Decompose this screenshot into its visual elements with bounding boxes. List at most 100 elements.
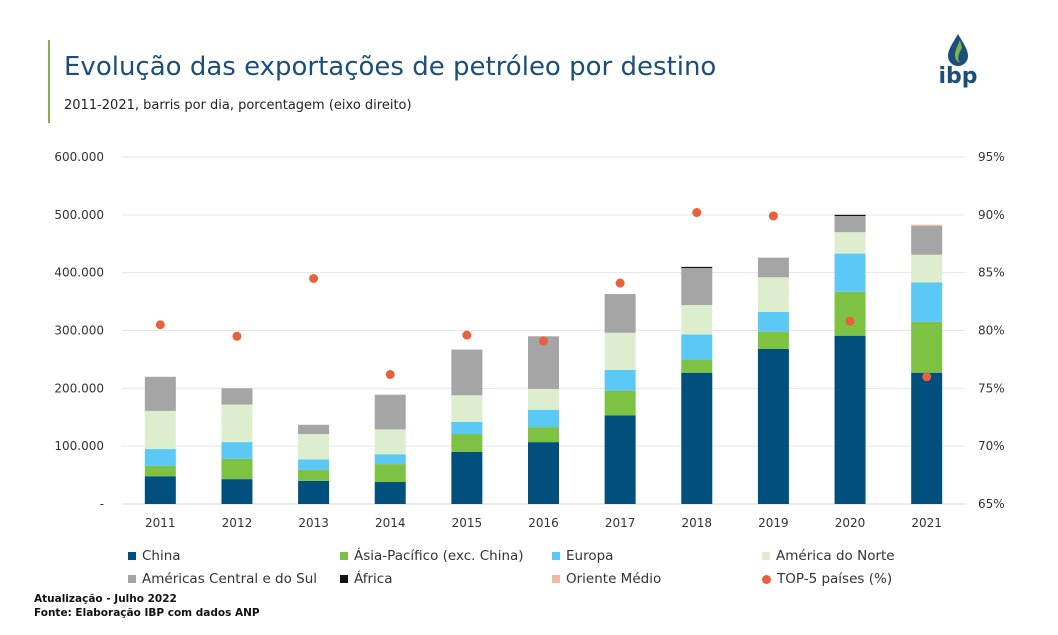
line-point [768, 211, 778, 221]
x-tick-label: 2021 [911, 516, 942, 530]
bar-segment [221, 388, 253, 405]
y2-tick-label: 85% [978, 266, 1005, 280]
y-tick-label: - [100, 497, 104, 511]
y2-tick-label: 90% [978, 208, 1005, 222]
bar-segment [757, 349, 789, 504]
bar-segment [681, 266, 713, 269]
bar-segment [451, 395, 483, 422]
bar-segment [911, 224, 943, 226]
line-point [309, 273, 319, 283]
bar-segment [604, 294, 636, 333]
bar-segment [834, 253, 866, 292]
legend-label: Américas Central e do Sul [142, 571, 318, 587]
bar-segment [298, 434, 330, 460]
y-tick-label: 300.000 [54, 324, 104, 338]
bar-segment [911, 321, 943, 373]
line-point [692, 208, 702, 218]
page-subtitle: 2011-2021, barris por dia, porcentagem (… [64, 98, 412, 113]
bar-segment [528, 409, 559, 428]
legend-swatch [128, 575, 136, 583]
bar-segment [451, 451, 483, 504]
bar-segment [911, 254, 943, 283]
legend-item: América do Norte [762, 548, 895, 564]
legend-swatch [552, 575, 560, 583]
y-tick-label: 200.000 [54, 381, 104, 395]
bar-segment [144, 465, 176, 477]
bar-series [144, 214, 943, 504]
bar-segment [221, 479, 253, 504]
y-tick-label: 400.000 [54, 266, 104, 280]
bar-segment [681, 268, 713, 306]
logo-text: ibp [938, 64, 978, 89]
footer-source: Fonte: Elaboração IBP com dados ANP [34, 607, 260, 619]
y-tick-label: 500.000 [54, 208, 104, 222]
line-point [155, 320, 165, 330]
legend-label: China [142, 548, 181, 564]
bar-segment [451, 349, 483, 396]
x-tick-label: 2011 [145, 516, 176, 530]
legend-item: Europa [552, 548, 613, 564]
bar-segment [144, 376, 176, 411]
bar-segment [834, 214, 866, 216]
legend-label: Oriente Médio [566, 571, 662, 587]
bar-segment [757, 331, 789, 350]
bar-segment [911, 372, 943, 504]
bar-segment [221, 442, 253, 459]
legend-label: Ásia-Pacífico (exc. China) [354, 548, 524, 564]
bar-segment [757, 257, 789, 278]
legend-item: TOP-5 países (%) [762, 571, 892, 587]
legend-swatch [128, 552, 136, 560]
legend-label: África [354, 571, 393, 587]
bar-segment [911, 225, 943, 255]
bar-segment [144, 449, 176, 466]
bar-segment [757, 311, 789, 332]
line-point [462, 330, 472, 340]
legend-item: Oriente Médio [552, 571, 661, 587]
bar-segment [144, 410, 176, 450]
x-tick-label: 2019 [758, 516, 789, 530]
legend-label: TOP-5 países (%) [777, 571, 893, 587]
line-point [922, 372, 932, 382]
y2-tick-label: 95% [978, 150, 1005, 164]
footer-update: Atualização - Julho 2022 [34, 593, 177, 605]
bar-segment [374, 482, 406, 504]
legend-item: África [340, 571, 393, 587]
x-tick-label: 2014 [375, 516, 406, 530]
page-title: Evolução das exportações de petróleo por… [64, 52, 717, 82]
ibp-logo: ibp [930, 30, 986, 100]
title-accent-bar [48, 40, 50, 123]
legend-swatch [340, 552, 348, 560]
line-series-top5 [155, 208, 932, 382]
bar-segment [221, 404, 253, 443]
x-tick-label: 2020 [835, 516, 866, 530]
line-point [232, 331, 242, 341]
y-tick-label: 100.000 [54, 439, 104, 453]
y-axis-right: 65% 70% 75% 80% 85% 90% 95% [978, 150, 1005, 511]
bar-segment [298, 424, 330, 435]
drop-logo-icon [948, 34, 968, 66]
bar-segment [528, 442, 559, 504]
y-tick-label: 600.000 [54, 150, 104, 164]
legend-swatch [340, 575, 348, 583]
bar-segment [528, 427, 559, 443]
bar-segment [757, 277, 789, 312]
bar-segment [604, 390, 636, 416]
legend-swatch [762, 574, 771, 584]
bar-segment [681, 334, 713, 360]
y2-tick-label: 65% [978, 497, 1005, 511]
bar-segment [144, 476, 176, 504]
y2-tick-label: 70% [978, 439, 1005, 453]
bar-segment [604, 415, 636, 504]
line-point [385, 369, 395, 379]
x-tick-label: 2015 [452, 516, 483, 530]
x-tick-label: 2017 [605, 516, 636, 530]
y2-tick-label: 80% [978, 324, 1005, 338]
x-tick-label: 2013 [298, 516, 329, 530]
bar-segment [451, 434, 483, 452]
bar-segment [604, 369, 636, 391]
legend-item: Américas Central e do Sul [128, 571, 317, 587]
bar-segment [298, 469, 330, 481]
y-axis-left: - 100.000 200.000 300.000 400.000 500.000 600.… [54, 150, 104, 511]
x-axis: 2011 2012 2013 2014 2015 2016 2017 2018 2019 2020… [145, 516, 942, 530]
